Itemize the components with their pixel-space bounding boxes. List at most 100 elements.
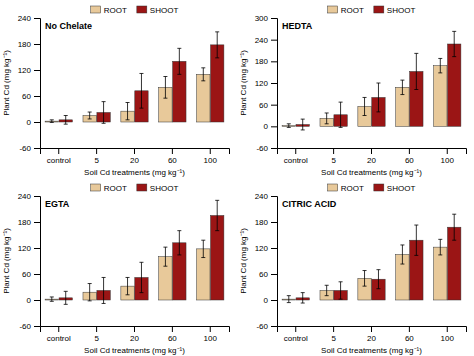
tick-mark <box>271 105 277 106</box>
tick-label: 100 <box>441 156 455 165</box>
error-bar <box>163 247 167 266</box>
tick: 60 <box>22 270 40 279</box>
error-bar <box>126 277 130 294</box>
error-bar <box>414 53 418 89</box>
tick: 60 <box>22 92 40 101</box>
tick: 180 <box>18 40 40 49</box>
error-bar <box>325 285 329 295</box>
legend-item: SHOOT <box>374 184 416 193</box>
tick: 240 <box>255 36 277 45</box>
tick: 180 <box>255 218 277 227</box>
error-bar <box>163 77 167 99</box>
tick-label: 120 <box>18 66 32 75</box>
panel-title: EGTA <box>45 199 70 209</box>
tick-label: 180 <box>18 40 32 49</box>
legend-label: SHOOT <box>387 6 416 15</box>
tick: 100 <box>204 326 218 343</box>
axis-line <box>278 149 467 155</box>
panel: -60060120180240300control52060100HEDTASo… <box>239 6 467 177</box>
tick-mark <box>271 248 277 249</box>
tick-mark <box>58 148 59 154</box>
tick-label: 120 <box>255 244 269 253</box>
series <box>296 214 461 303</box>
tick: 240 <box>255 192 277 201</box>
y-axis-title: Plant Cd (mg kg⁻¹) <box>2 228 11 294</box>
tick-label: 5 <box>94 156 99 165</box>
tick-mark <box>409 148 410 154</box>
tick: 5 <box>94 148 99 165</box>
tick: 20 <box>367 326 376 343</box>
tick-mark <box>271 196 277 197</box>
legend-item: ROOT <box>91 6 127 15</box>
tick-label: 5 <box>94 334 99 343</box>
legend-label: ROOT <box>341 184 364 193</box>
tick-label: -60 <box>19 322 31 331</box>
error-bar <box>301 293 305 303</box>
error-bar <box>139 73 143 108</box>
legend-item: SHOOT <box>374 6 416 15</box>
error-bar <box>363 271 367 287</box>
tick-label: 60 <box>22 92 31 101</box>
legend-swatch <box>328 184 338 191</box>
error-bar <box>452 31 456 56</box>
tick-mark <box>34 122 40 123</box>
legend-item: ROOT <box>328 6 364 15</box>
tick-mark <box>333 326 334 332</box>
tick-mark <box>34 70 40 71</box>
y-axis: -60060120180240 <box>18 14 41 153</box>
tick-label: 300 <box>255 14 269 23</box>
tick-label: 240 <box>255 192 269 201</box>
tick: 180 <box>255 57 277 66</box>
tick: 5 <box>331 326 336 343</box>
legend-label: SHOOT <box>387 184 416 193</box>
legend: ROOTSHOOT <box>91 6 179 15</box>
error-bar <box>64 116 68 125</box>
series <box>282 58 447 127</box>
error-bar <box>414 225 418 255</box>
error-bar <box>50 297 54 301</box>
legend-item: ROOT <box>328 184 364 193</box>
axis-line <box>41 327 230 333</box>
x-axis: control52060100 <box>41 148 230 165</box>
error-bar <box>376 83 380 112</box>
error-bar <box>64 291 68 304</box>
series <box>59 200 224 304</box>
y-axis: -60060120180240 <box>18 192 41 331</box>
error-bar <box>287 124 291 128</box>
tick-label: 100 <box>441 334 455 343</box>
tick-mark <box>271 40 277 41</box>
axis-line <box>278 327 467 333</box>
tick-label: 100 <box>204 156 218 165</box>
error-bar <box>287 296 291 303</box>
axis-line <box>34 197 41 327</box>
tick: 120 <box>18 244 40 253</box>
tick-mark <box>34 196 40 197</box>
tick: -60 <box>19 322 40 331</box>
tick-mark <box>34 44 40 45</box>
tick-mark <box>371 326 372 332</box>
tick: 60 <box>405 326 414 343</box>
tick: 60 <box>259 101 277 110</box>
tick-label: 20 <box>367 334 376 343</box>
error-bar <box>438 58 442 72</box>
plot-area <box>45 32 224 124</box>
error-bar <box>126 103 130 120</box>
tick: 180 <box>18 218 40 227</box>
tick-label: 0 <box>27 296 32 305</box>
error-bar <box>88 284 92 301</box>
error-bar <box>376 270 380 289</box>
tick: control <box>47 326 71 343</box>
legend-swatch <box>137 184 147 191</box>
panel-title: CITRIC ACID <box>282 199 337 209</box>
tick-label: control <box>284 334 308 343</box>
tick-label: 20 <box>130 156 139 165</box>
error-bar <box>215 200 219 230</box>
tick-label: 120 <box>255 79 269 88</box>
y-axis: -60060120180240300 <box>255 14 278 153</box>
tick-mark <box>371 148 372 154</box>
tick-mark <box>295 326 296 332</box>
legend-label: SHOOT <box>150 184 179 193</box>
tick: 100 <box>204 148 218 165</box>
tick-label: -60 <box>256 144 268 153</box>
series <box>296 31 461 130</box>
